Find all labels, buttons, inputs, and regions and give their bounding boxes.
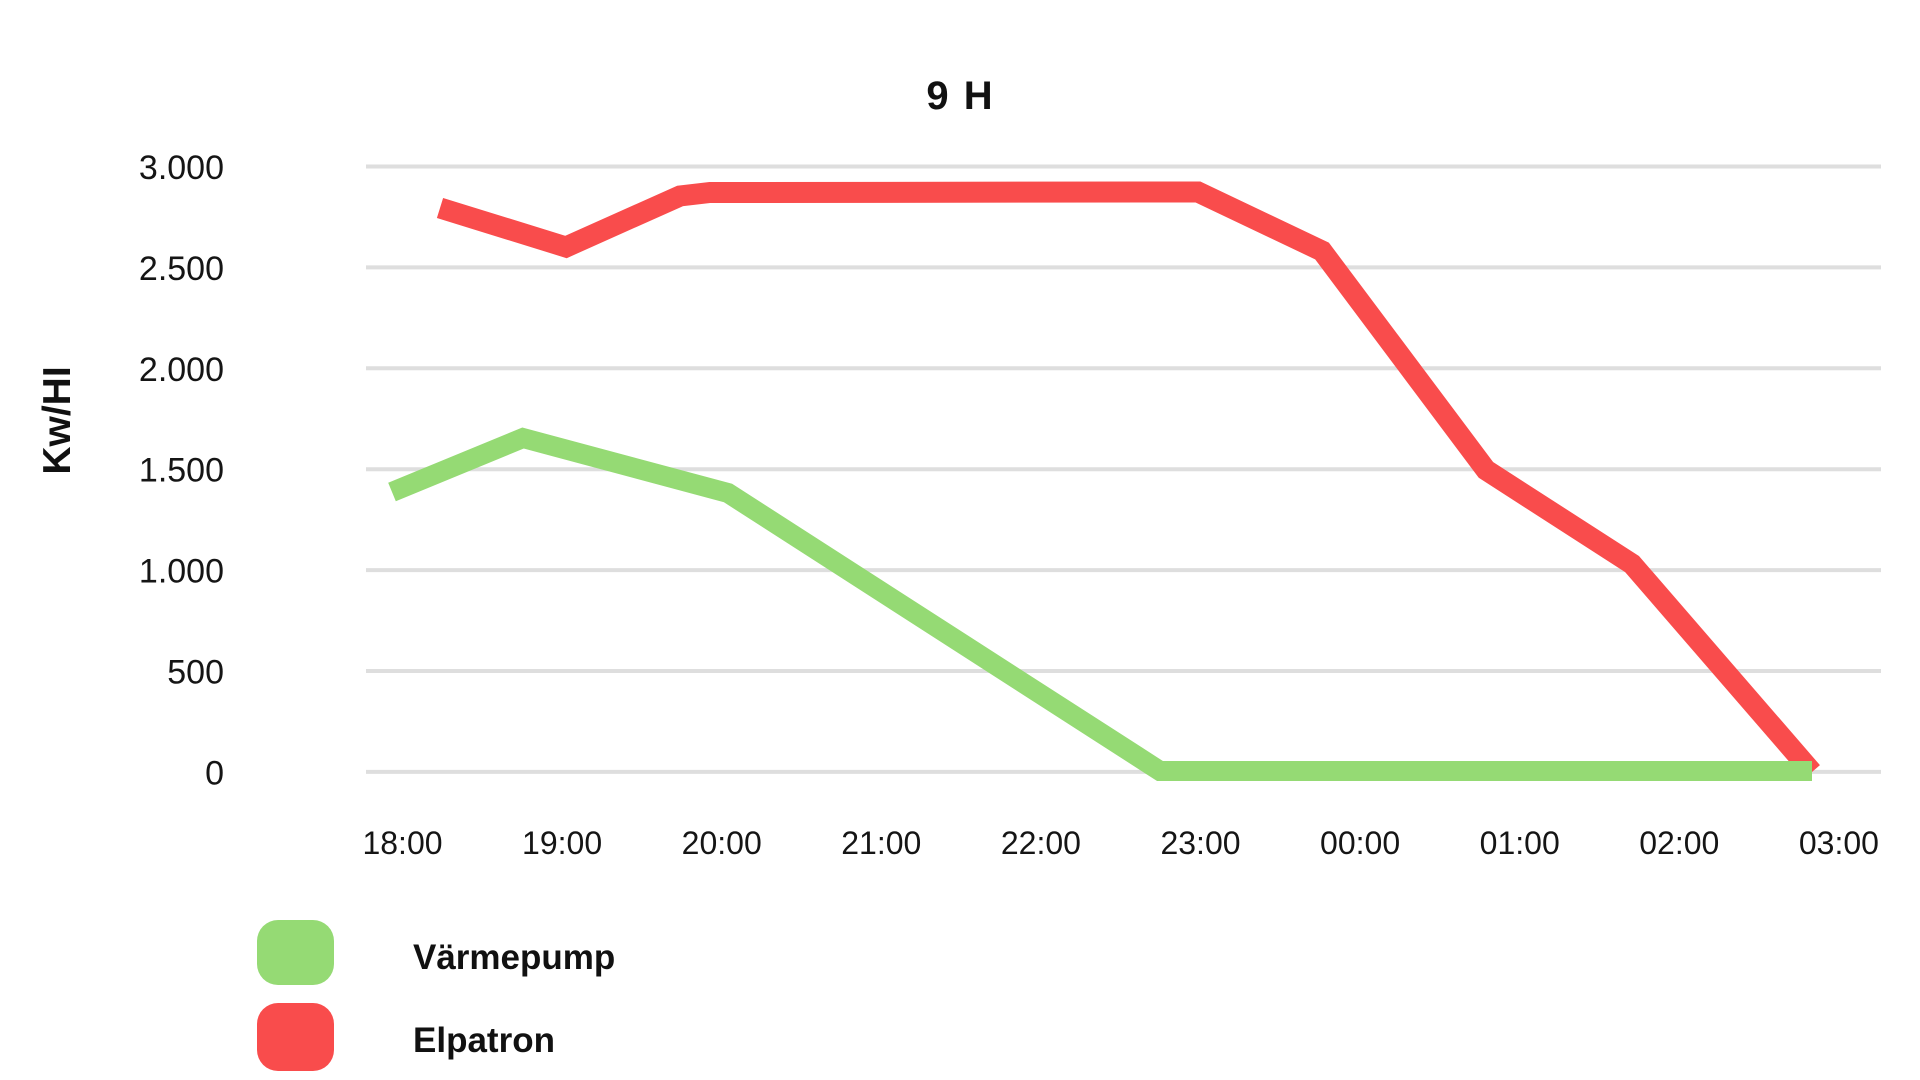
svg-text:19:00: 19:00 [522, 825, 602, 861]
svg-text:21:00: 21:00 [841, 825, 921, 861]
svg-text:Kw/HI: Kw/HI [36, 366, 79, 474]
svg-text:01:00: 01:00 [1480, 825, 1560, 861]
svg-text:03:00: 03:00 [1799, 825, 1879, 861]
svg-text:02:00: 02:00 [1639, 825, 1719, 861]
svg-text:18:00: 18:00 [362, 825, 442, 861]
svg-text:2.000: 2.000 [139, 351, 224, 389]
svg-text:500: 500 [167, 654, 224, 692]
svg-text:1.000: 1.000 [139, 553, 224, 591]
svg-text:22:00: 22:00 [1001, 825, 1081, 861]
svg-text:00:00: 00:00 [1320, 825, 1400, 861]
svg-text:1.500: 1.500 [139, 452, 224, 490]
svg-text:9 H: 9 H [926, 74, 994, 118]
svg-text:0: 0 [205, 754, 224, 792]
svg-text:3.000: 3.000 [139, 149, 224, 187]
svg-text:Elpatron: Elpatron [413, 1021, 555, 1060]
svg-text:2.500: 2.500 [139, 250, 224, 288]
svg-text:Värmepump: Värmepump [413, 938, 615, 977]
svg-text:23:00: 23:00 [1160, 825, 1240, 861]
svg-text:20:00: 20:00 [682, 825, 762, 861]
